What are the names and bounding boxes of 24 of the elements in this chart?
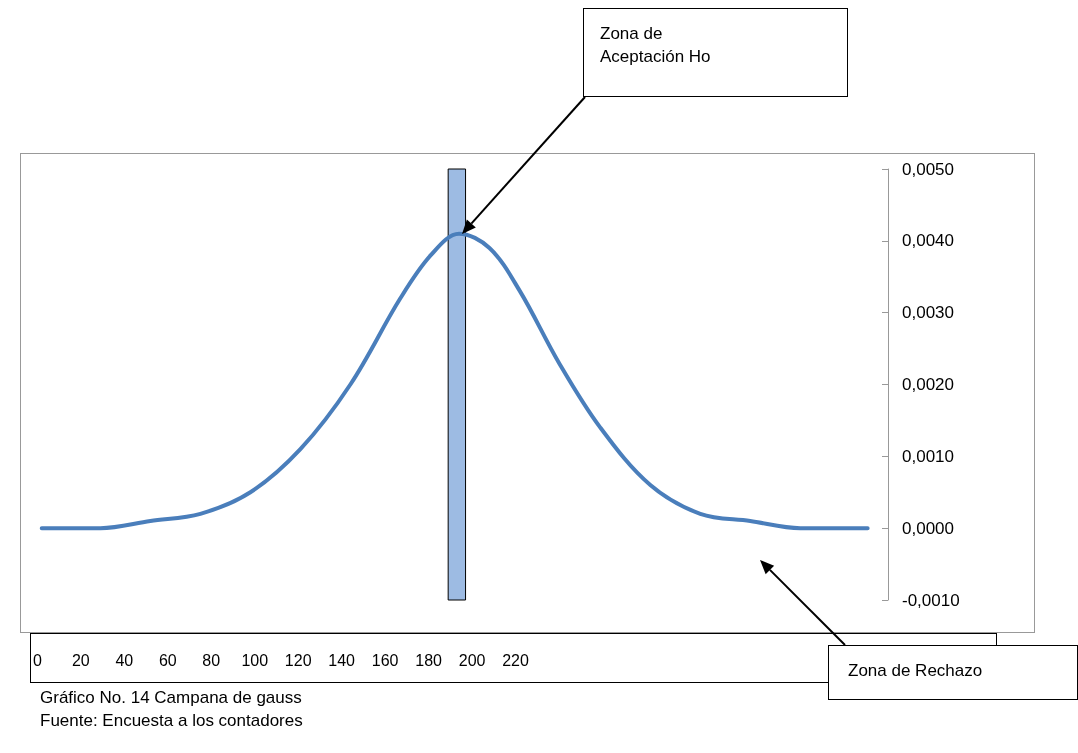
x-tick-label: 180	[415, 651, 443, 669]
x-tick-label: 60	[158, 651, 177, 669]
line-series	[39, 231, 870, 531]
y-tick-label: 0,0000	[902, 518, 954, 538]
x-tick-label: 40	[115, 651, 134, 669]
text: Zona de Aceptación Ho	[600, 23, 712, 68]
x-tick-label: 220	[502, 651, 529, 669]
y-tick-label: -0,0010	[902, 590, 960, 610]
y-tick-label: 0,0050	[902, 159, 954, 179]
text: Gráfico No. 14 Campana de gauss	[40, 687, 302, 709]
y-tick-label: 0,0010	[902, 446, 954, 466]
source-note: Fuente: Encuesta a los contadores	[40, 710, 303, 732]
x-tick-label: 200	[458, 651, 486, 669]
y-tick-label: 0,0030	[902, 303, 954, 323]
y-tick-label: 0,0020	[902, 375, 954, 394]
text: Zona de Rechazo	[848, 660, 983, 682]
x-tick-label: 160	[371, 651, 399, 669]
x-tick-label: 120	[284, 651, 312, 669]
y-tick-label: 0,0040	[902, 231, 954, 251]
x-tick-label: 80	[202, 651, 221, 669]
x-tick-label: 0	[32, 651, 42, 669]
x-tick-label: 140	[328, 651, 356, 669]
x-tick-label: 100	[241, 651, 269, 669]
x-tick-label: 20	[71, 651, 90, 669]
